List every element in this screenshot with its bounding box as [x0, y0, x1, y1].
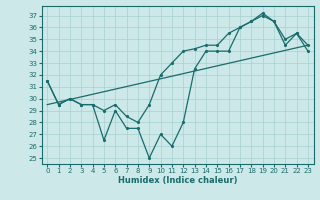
X-axis label: Humidex (Indice chaleur): Humidex (Indice chaleur) [118, 176, 237, 185]
